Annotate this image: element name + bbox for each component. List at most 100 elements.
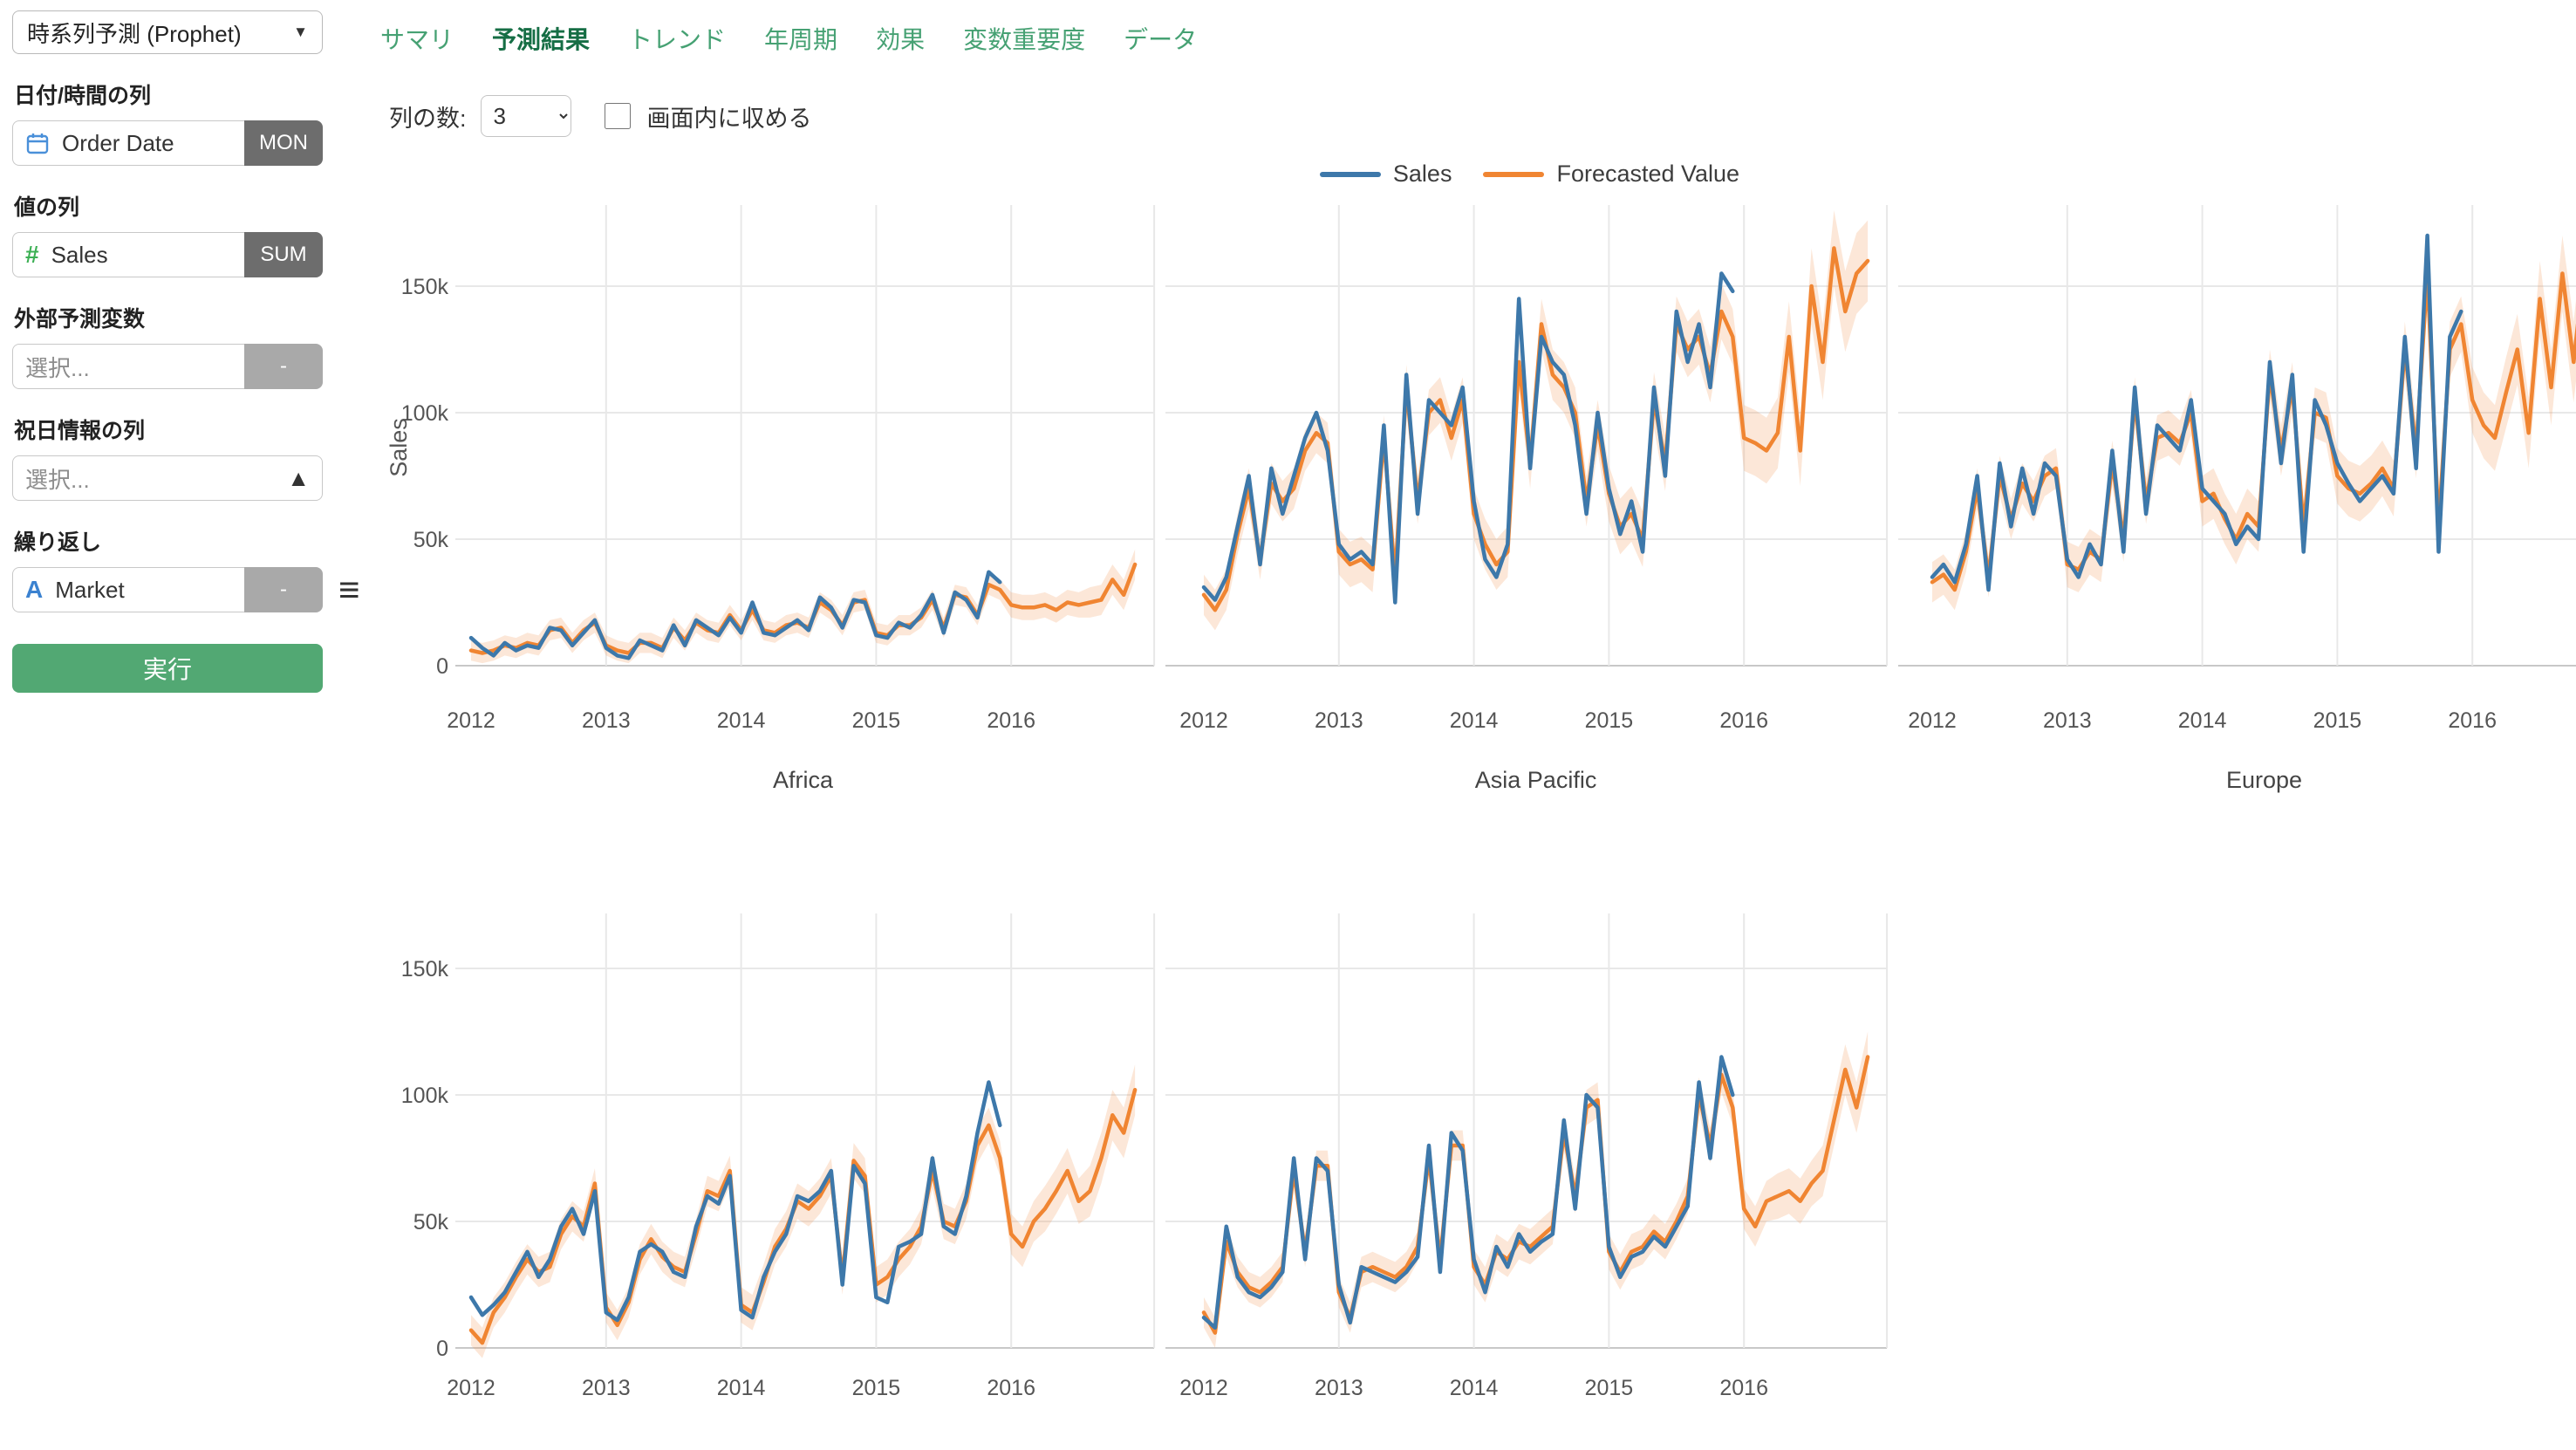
menu-icon[interactable]: ≡ (338, 569, 360, 610)
sales-line (1930, 233, 2463, 592)
text-type-icon: A (25, 576, 44, 603)
x-tick-label: 2013 (2043, 708, 2092, 733)
y-tick-label: 0 (436, 654, 448, 679)
tab-forecast-results[interactable]: 予測結果 (492, 26, 591, 53)
legend-sales-label: Sales (1392, 161, 1452, 187)
x-tick-label: 2014 (1450, 708, 1499, 733)
tab-data[interactable]: データ (1124, 26, 1198, 53)
tab-trend[interactable]: トレンド (628, 26, 727, 53)
fit-to-screen-checkbox[interactable] (604, 103, 631, 129)
tab-yearly-cycle[interactable]: 年周期 (764, 26, 838, 53)
x-tick-label: 2015 (1585, 1376, 1634, 1400)
repeat-badge[interactable]: - (244, 567, 323, 612)
x-tick-label: 2012 (447, 1376, 495, 1400)
chart-africa: 2012 2013 2014 2015 2016 0 50k 100k 150k Sales Afr… (375, 198, 1160, 909)
y-tick-label: 150k (401, 275, 449, 299)
x-tick-label: 2013 (582, 708, 631, 733)
holiday-field[interactable]: 選択... ▲ (12, 455, 323, 501)
x-tick-label: 2016 (987, 1376, 1035, 1400)
analytics-type-value: 時系列予測 (Prophet) (27, 20, 242, 47)
sales-line (468, 570, 1002, 660)
tab-variable-importance[interactable]: 変数重要度 (963, 26, 1086, 53)
chevron-up-icon: ▲ (287, 464, 310, 491)
chart-africa-plot: 2012 2013 2014 2015 2016 0 50k 100k 150k Sales Afr… (386, 205, 1156, 793)
chart-title: Africa (773, 767, 834, 793)
confidence-band (1204, 1031, 1869, 1348)
x-tick-label: 2012 (1179, 708, 1228, 733)
date-column-value: Order Date (62, 129, 174, 156)
x-tick-label: 2014 (2178, 708, 2227, 733)
chart-bottom-center: 2012 2013 2014 2015 2016 (1160, 909, 1893, 1450)
holiday-label: 祝日情報の列 (14, 419, 146, 443)
sales-line (1201, 271, 1735, 605)
regressor-label: 外部予測変数 (14, 307, 146, 332)
value-column-field[interactable]: # Sales SUM (12, 232, 323, 277)
x-tick-label: 2014 (717, 708, 766, 733)
columns-count-select[interactable]: 3 (480, 95, 571, 137)
x-tick-label: 2015 (852, 1376, 901, 1400)
x-tick-label: 2016 (1719, 708, 1768, 733)
regressor-badge[interactable]: - (244, 344, 323, 389)
x-tick-label: 2015 (2313, 708, 2362, 733)
tab-summary[interactable]: サマリ (380, 26, 454, 53)
date-column-label: 日付/時間の列 (14, 84, 151, 108)
repeat-label: 繰り返し (14, 530, 102, 555)
chart-asia-pacific-plot: 2012 2013 2014 2015 2016 Asia Pacific (1165, 205, 1889, 793)
sales-line (1201, 1055, 1735, 1330)
chart-bottom-left-plot: 2012 2013 2014 2015 2016 0 50k 100k 150k (401, 913, 1156, 1400)
x-tick-label: 2016 (1719, 1376, 1768, 1400)
chevron-down-icon: ▼ (293, 24, 308, 40)
y-tick-label: 100k (401, 1084, 449, 1108)
chart-title: Asia Pacific (1475, 767, 1597, 793)
y-tick-label: 50k (413, 528, 449, 552)
regressor-placeholder: 選択... (25, 354, 90, 381)
x-tick-label: 2015 (852, 708, 901, 733)
value-aggregation-badge[interactable]: SUM (244, 232, 323, 277)
y-tick-label: 100k (401, 401, 449, 426)
sales-line-swatch (1319, 171, 1381, 177)
confidence-band (471, 549, 1136, 664)
x-tick-label: 2013 (1315, 708, 1363, 733)
tab-effect[interactable]: 効果 (876, 26, 926, 53)
repeat-value: Market (55, 576, 125, 603)
value-column-value: Sales (51, 241, 108, 268)
date-column-field[interactable]: Order Date MON (12, 120, 323, 166)
chart-asia-pacific: 2012 2013 2014 2015 2016 Asia Pacific (1160, 198, 1893, 909)
sidebar: 時系列予測 (Prophet) ▼ 日付/時間の列 Order Date MON… (0, 0, 375, 693)
chart-controls: 列の数: 3 画面内に収める (389, 94, 2576, 138)
date-aggregation-badge[interactable]: MON (244, 120, 323, 166)
sales-line (468, 1080, 1002, 1323)
chart-title: Europe (2226, 767, 2302, 793)
forecast-line-swatch (1483, 171, 1545, 177)
value-column-label: 値の列 (14, 195, 80, 220)
x-tick-label: 2016 (2448, 708, 2497, 733)
y-tick-label: 0 (436, 1337, 448, 1361)
run-button[interactable]: 実行 (12, 644, 323, 693)
x-tick-label: 2013 (1315, 1376, 1363, 1400)
chart-bottom-left: 2012 2013 2014 2015 2016 0 50k 100k 150k (375, 909, 1160, 1450)
legend-item-forecast[interactable]: Forecasted Value (1483, 161, 1739, 188)
analytics-type-select[interactable]: 時系列予測 (Prophet) ▼ (12, 10, 323, 54)
y-axis-title: Sales (386, 418, 412, 477)
x-tick-label: 2014 (1450, 1376, 1499, 1400)
legend-forecast-label: Forecasted Value (1556, 161, 1740, 187)
x-tick-label: 2012 (1179, 1376, 1228, 1400)
tab-bar: サマリ 予測結果 トレンド 年周期 効果 変数重要度 データ (375, 0, 2576, 56)
main-panel: サマリ 予測結果 トレンド 年周期 効果 変数重要度 データ 列の数: 3 画面… (375, 0, 2576, 1434)
x-tick-label: 2013 (582, 1376, 631, 1400)
chart-europe: 2012 2013 2014 2015 2016 Europe (1893, 198, 2576, 909)
confidence-band (471, 1064, 1136, 1358)
x-tick-label: 2014 (717, 1376, 766, 1400)
chart-bottom-center-plot: 2012 2013 2014 2015 2016 (1165, 913, 1889, 1400)
charts-grid: 2012 2013 2014 2015 2016 0 50k 100k 150k Sales Afr… (375, 198, 2576, 1450)
columns-count-label: 列の数: (389, 105, 467, 132)
x-tick-label: 2012 (1908, 708, 1957, 733)
repeat-field[interactable]: A Market - (12, 567, 323, 612)
legend-item-sales[interactable]: Sales (1319, 161, 1452, 188)
y-tick-label: 150k (401, 957, 449, 981)
x-tick-label: 2016 (987, 708, 1035, 733)
forecast-line (468, 562, 1138, 655)
chart-legend: Sales Forecasted Value (429, 161, 2576, 188)
regressor-field[interactable]: 選択... - (12, 344, 323, 389)
